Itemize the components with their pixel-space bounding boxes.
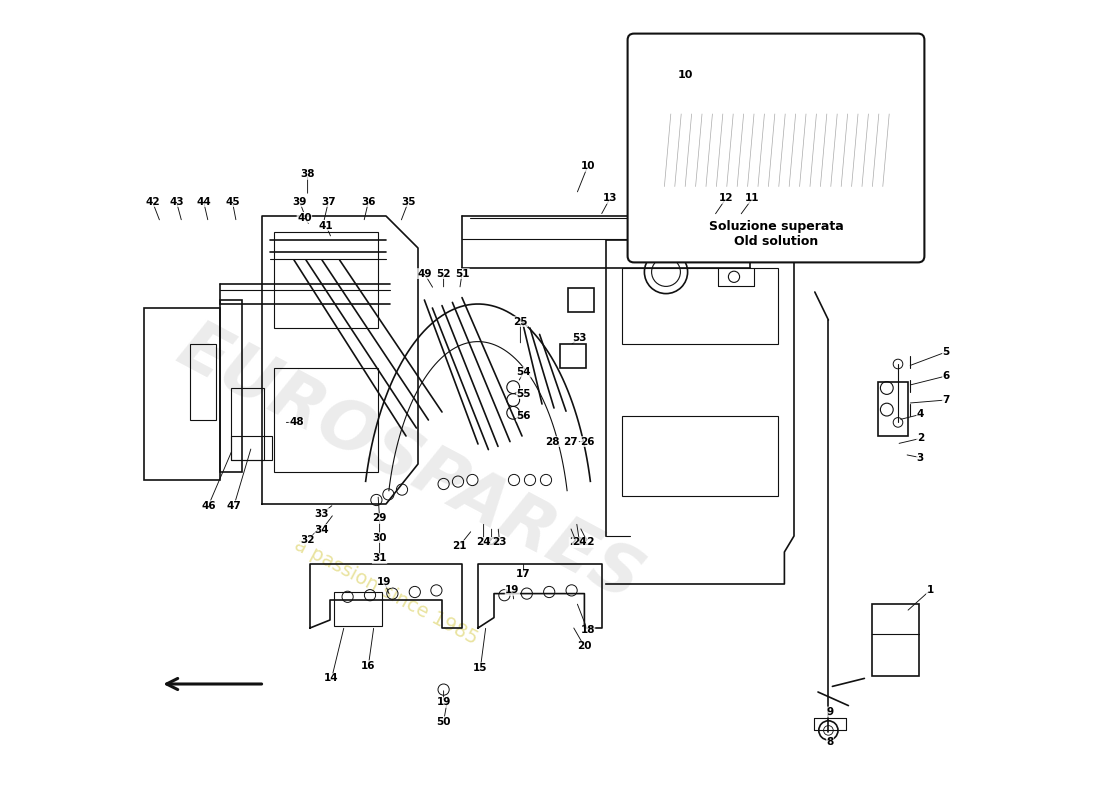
Text: 48: 48 xyxy=(289,418,304,427)
Bar xyxy=(878,382,909,436)
Text: 27: 27 xyxy=(563,437,578,446)
Text: 49: 49 xyxy=(417,269,431,278)
Bar xyxy=(872,604,918,676)
Text: 22: 22 xyxy=(484,538,499,547)
Text: 8: 8 xyxy=(826,738,834,747)
Text: 34: 34 xyxy=(315,525,329,534)
Text: 23: 23 xyxy=(569,538,584,547)
Bar xyxy=(231,388,264,460)
Text: EUROSPARES: EUROSPARES xyxy=(166,314,653,614)
Text: 10: 10 xyxy=(678,70,693,79)
Text: 36: 36 xyxy=(361,197,375,206)
Text: 54: 54 xyxy=(516,367,531,377)
Text: 24: 24 xyxy=(476,538,491,547)
Text: 33: 33 xyxy=(315,509,329,518)
Text: 19: 19 xyxy=(437,698,451,707)
Text: 11: 11 xyxy=(745,194,760,203)
Text: 19: 19 xyxy=(505,586,519,595)
Text: a passion since 1985: a passion since 1985 xyxy=(292,535,481,649)
Text: 22: 22 xyxy=(581,538,595,547)
Text: 47: 47 xyxy=(227,501,241,510)
Bar xyxy=(220,300,242,472)
Bar xyxy=(569,288,594,312)
Bar xyxy=(274,232,378,328)
Text: 9: 9 xyxy=(826,707,834,717)
Text: 38: 38 xyxy=(300,170,315,179)
Text: 23: 23 xyxy=(493,538,507,547)
Text: 15: 15 xyxy=(473,663,487,673)
Text: 6: 6 xyxy=(943,371,949,381)
Bar xyxy=(144,308,220,480)
Text: 37: 37 xyxy=(321,197,336,206)
Text: 52: 52 xyxy=(437,269,451,278)
Text: 28: 28 xyxy=(546,437,560,446)
Text: 44: 44 xyxy=(196,197,211,206)
Text: 16: 16 xyxy=(361,661,375,670)
Text: 53: 53 xyxy=(572,333,587,342)
Text: 21: 21 xyxy=(452,541,466,550)
Bar xyxy=(621,268,778,344)
Bar xyxy=(274,368,378,472)
Text: 13: 13 xyxy=(603,194,617,203)
Bar xyxy=(231,436,273,460)
Text: 43: 43 xyxy=(169,197,184,206)
FancyBboxPatch shape xyxy=(628,34,924,262)
Text: 31: 31 xyxy=(372,554,387,563)
Text: 42: 42 xyxy=(145,197,160,206)
Bar xyxy=(560,344,586,368)
Text: 26: 26 xyxy=(581,437,595,446)
Text: 18: 18 xyxy=(581,626,595,635)
Text: Soluzione superata
Old solution: Soluzione superata Old solution xyxy=(708,220,844,248)
Text: 2: 2 xyxy=(916,434,924,443)
Text: 32: 32 xyxy=(300,535,315,545)
Text: 3: 3 xyxy=(916,453,924,462)
Text: 12: 12 xyxy=(718,194,734,203)
Text: 30: 30 xyxy=(372,533,387,542)
Text: 10: 10 xyxy=(581,162,595,171)
Text: 4: 4 xyxy=(916,410,924,419)
Text: 46: 46 xyxy=(201,501,216,510)
Bar xyxy=(334,592,382,626)
Text: 35: 35 xyxy=(402,197,416,206)
Text: 40: 40 xyxy=(297,213,311,222)
Bar xyxy=(190,344,217,420)
Text: 51: 51 xyxy=(454,269,470,278)
Text: 41: 41 xyxy=(319,221,333,230)
Bar xyxy=(621,416,778,496)
Text: 25: 25 xyxy=(513,317,528,326)
Text: 50: 50 xyxy=(437,717,451,726)
Text: 39: 39 xyxy=(293,197,307,206)
Text: 45: 45 xyxy=(226,197,240,206)
Bar xyxy=(894,126,910,174)
Text: 19: 19 xyxy=(377,578,392,587)
Text: 56: 56 xyxy=(516,411,531,421)
Text: 24: 24 xyxy=(572,538,587,547)
Text: 17: 17 xyxy=(516,570,531,579)
Text: 14: 14 xyxy=(324,674,339,683)
Text: 7: 7 xyxy=(943,395,949,405)
Text: 55: 55 xyxy=(516,389,531,398)
Text: 29: 29 xyxy=(373,514,387,523)
Text: 1: 1 xyxy=(926,586,934,595)
Text: 5: 5 xyxy=(943,347,949,357)
Text: 20: 20 xyxy=(578,642,592,651)
